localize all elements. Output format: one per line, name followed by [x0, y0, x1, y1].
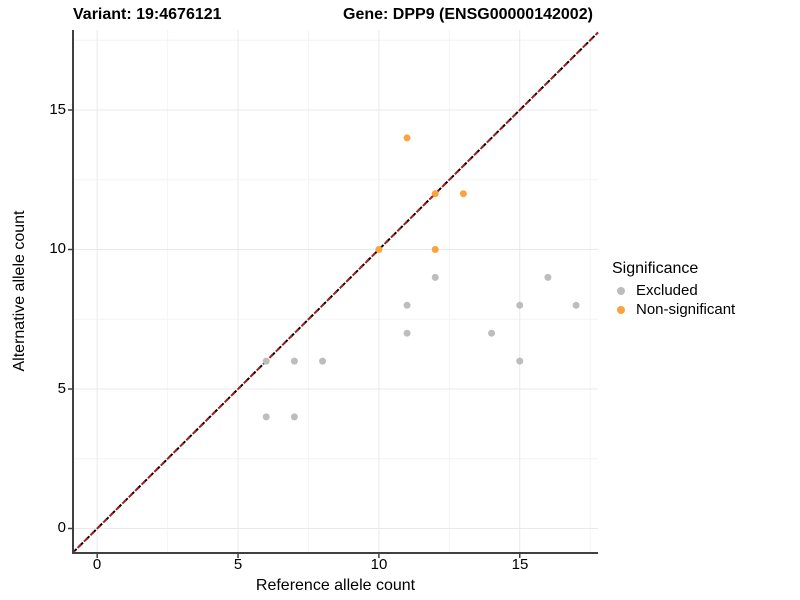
y-axis-title: Alternative allele count	[11, 210, 28, 372]
excluded-dot-icon	[617, 286, 625, 295]
data-point-excluded	[431, 273, 439, 281]
data-point-excluded	[262, 413, 270, 421]
variant-title: Variant: 19:4676121	[73, 6, 222, 23]
data-point-excluded	[262, 357, 270, 365]
data-point-non-significant	[459, 190, 467, 198]
non-significant-dot-icon	[617, 305, 625, 314]
y-tick-0: 0	[57, 519, 66, 536]
gene-title: Gene: DPP9 (ENSG00000142002)	[343, 6, 593, 23]
data-point-non-significant	[375, 246, 383, 253]
x-tick-0: 0	[92, 556, 102, 573]
x-tick-5: 5	[233, 556, 243, 573]
y-tick-15: 15	[49, 101, 66, 118]
data-point-non-significant	[403, 134, 411, 142]
data-point-non-significant	[431, 190, 439, 198]
x-tick-15: 15	[511, 556, 529, 573]
legend-title: Significance	[612, 260, 699, 277]
data-point-excluded	[572, 301, 580, 309]
legend-item-non-significant: Non-significant	[612, 300, 735, 319]
data-point-non-significant	[431, 246, 439, 253]
data-point-excluded	[516, 357, 524, 365]
data-point-excluded	[290, 357, 298, 365]
identity-line-red	[72, 31, 599, 554]
data-point-excluded	[403, 329, 411, 337]
data-point-excluded	[319, 357, 327, 365]
x-tick-10: 10	[370, 556, 388, 573]
y-tick-10: 10	[49, 240, 66, 257]
data-point-excluded	[488, 329, 496, 337]
legend-item-excluded: Excluded	[612, 281, 735, 300]
data-point-excluded	[403, 301, 411, 309]
data-point-excluded	[544, 273, 552, 281]
legend: Significance Excluded Non-significant	[612, 260, 735, 319]
legend-item-label: Non-significant	[636, 301, 736, 318]
data-point-excluded	[290, 413, 298, 421]
data-point-excluded	[516, 301, 524, 309]
y-tick-5: 5	[57, 380, 66, 397]
x-axis-title: Reference allele count	[255, 577, 416, 594]
legend-item-label: Excluded	[636, 282, 698, 299]
